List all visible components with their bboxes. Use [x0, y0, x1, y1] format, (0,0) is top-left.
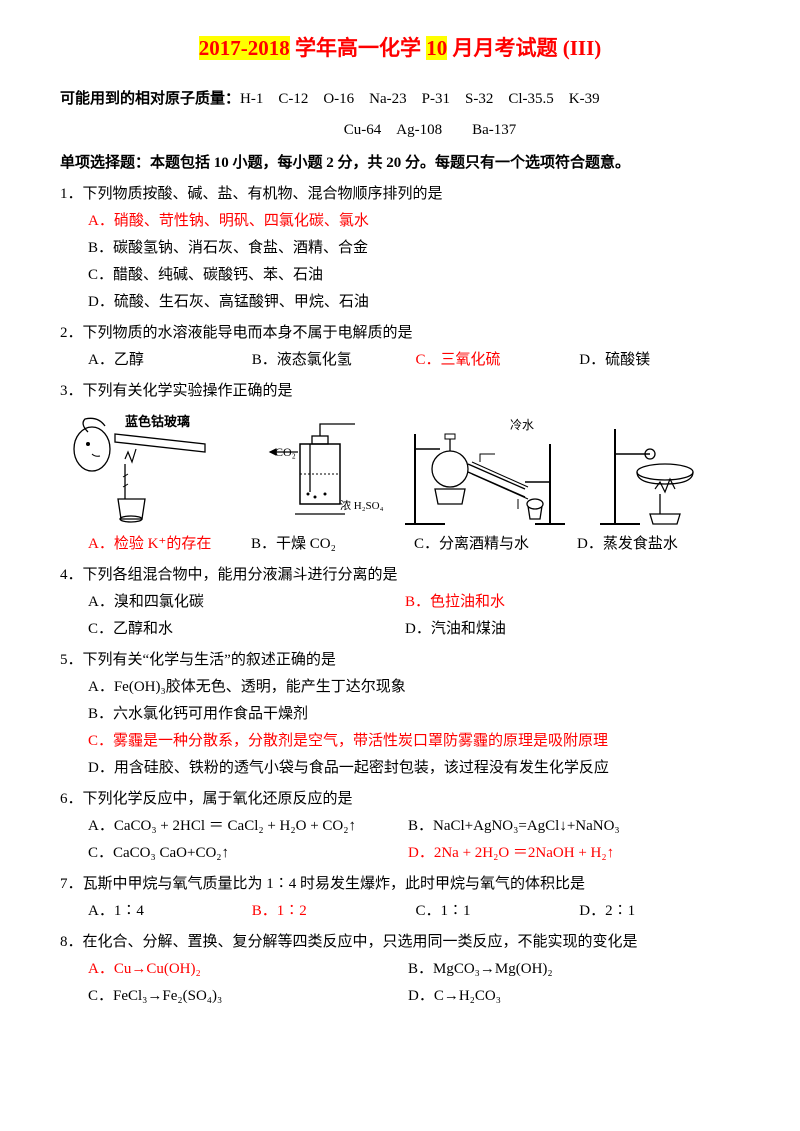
q5-opt-c: C．雾霾是一种分散系，分散剂是空气，带活性炭口罩防雾霾的原理是吸附原理 — [60, 728, 740, 755]
question-8: 8．在化合、分解、置换、复分解等四类反应中，只选用同一类反应，不能实现的变化是 … — [60, 929, 740, 1010]
title-mid2: 月月考试题 (III) — [447, 36, 601, 60]
question-2: 2．下列物质的水溶液能导电而本身不属于电解质的是 A．乙醇 B．液态氯化氢 C．… — [60, 320, 740, 374]
question-7: 7．瓦斯中甲烷与氧气质量比为 1∶4 时易发生爆炸，此时甲烷与氧气的体积比是 A… — [60, 871, 740, 925]
q6-opt-d: D．2Na + 2H₂O ＝2NaOH + H₂↑ — [408, 845, 614, 861]
q3-text: 3．下列有关化学实验操作正确的是 — [60, 378, 740, 405]
q6-opt-b: B．NaCl+AgNO₃=AgCl↓+NaNO₃ — [408, 818, 620, 834]
q3-img-c: 冷水 — [400, 414, 570, 529]
q3-images: 蓝色钴玻璃 CO₂ — [60, 411, 740, 529]
section-header: 单项选择题：本题包括 10 小题，每小题 2 分，共 20 分。每题只有一个选项… — [60, 150, 740, 177]
question-1: 1．下列物质按酸、碱、盐、有机物、混合物顺序排列的是 A．硝酸、苛性钠、明矾、四… — [60, 181, 740, 316]
q3-opt-b: B．干燥 CO₂ — [251, 531, 414, 558]
q8-opt-c: C．FeCl₃→Fe₂(SO₄)₃ — [88, 983, 408, 1010]
title-year-hl: 2017-2018 — [199, 36, 290, 60]
q6-text: 6．下列化学反应中，属于氧化还原反应的是 — [60, 786, 740, 813]
q2-opt-d: D．硫酸镁 — [579, 347, 739, 374]
q3-label-h2so4: 浓 H₂SO₄ — [340, 499, 384, 512]
title-month-hl: 10 — [426, 36, 447, 60]
q5-opt-b: B．六水氯化钙可用作食品干燥剂 — [60, 701, 740, 728]
q2-options: A．乙醇 B．液态氯化氢 C．三氧化硫 D．硫酸镁 — [60, 347, 740, 374]
q3-opt-a: A．检验 K⁺的存在 — [88, 531, 251, 558]
q2-opt-b: B．液态氯化氢 — [252, 347, 412, 374]
q1-text: 1．下列物质按酸、碱、盐、有机物、混合物顺序排列的是 — [60, 181, 740, 208]
q7-options: A．1∶4 B．1∶2 C．1∶1 D．2∶1 — [60, 898, 740, 925]
q7-opt-c: C．1∶1 — [416, 898, 576, 925]
q3-img-a: 蓝色钴玻璃 — [60, 414, 230, 529]
atomic-mass-line1: 可能用到的相对原子质量：H-1 C-12 O-16 Na-23 P-31 S-3… — [60, 86, 740, 113]
question-4: 4．下列各组混合物中，能用分液漏斗进行分离的是 A．溴和四氯化碳 B．色拉油和水… — [60, 562, 740, 643]
q4-opt-a: A．溴和四氯化碳 — [60, 589, 395, 616]
q4-text: 4．下列各组混合物中，能用分液漏斗进行分离的是 — [60, 562, 740, 589]
q8-opt-a: A．Cu→Cu(OH)₂ — [88, 956, 408, 983]
q5-text: 5．下列有关“化学与生活”的叙述正确的是 — [60, 647, 740, 674]
q7-opt-b: B．1∶2 — [252, 898, 412, 925]
q3-label-water: 冷水 — [510, 418, 534, 432]
q1-opt-d: D．硫酸、生石灰、高锰酸钾、甲烷、石油 — [60, 289, 740, 316]
q2-opt-c: C．三氧化硫 — [416, 347, 576, 374]
atomic-mass-line2: Cu-64 Ag-108 Ba-137 — [60, 117, 740, 144]
q6-opt-c: C．CaCO₃ CaO+CO₂↑ — [88, 840, 408, 867]
q4-opt-c: C．乙醇和水 — [60, 616, 395, 643]
question-6: 6．下列化学反应中，属于氧化还原反应的是 A．CaCO₃ + 2HCl ＝ Ca… — [60, 786, 740, 867]
q3-label-a: 蓝色钴玻璃 — [125, 414, 190, 429]
q2-opt-a: A．乙醇 — [88, 347, 248, 374]
q1-opt-c: C．醋酸、纯碱、碳酸钙、苯、石油 — [60, 262, 740, 289]
page-title: 2017-2018 学年高一化学 10 月月考试题 (III) — [60, 30, 740, 68]
q6-opt-a: A．CaCO₃ + 2HCl ＝ CaCl₂ + H₂O + CO₂↑ — [88, 813, 408, 840]
q1-opt-b: B．碳酸氢钠、消石灰、食盐、酒精、合金 — [60, 235, 740, 262]
q1-opt-a: A．硝酸、苛性钠、明矾、四氯化碳、氯水 — [60, 208, 740, 235]
q4-opt-b: B．色拉油和水 — [405, 589, 740, 616]
question-3: 3．下列有关化学实验操作正确的是 蓝色钴玻璃 CO₂ — [60, 378, 740, 558]
q3-captions: A．检验 K⁺的存在 B．干燥 CO₂ C．分离酒精与水 D．蒸发食盐水 — [60, 531, 740, 558]
q7-opt-a: A．1∶4 — [88, 898, 248, 925]
q3-img-b: CO₂ 浓 H₂SO₄ — [230, 414, 400, 529]
q3-img-d — [570, 414, 740, 529]
q8-opt-d: D．C→H₂CO₃ — [408, 988, 501, 1004]
q5-opt-a: A．Fe(OH)₃胶体无色、透明，能产生丁达尔现象 — [60, 674, 740, 701]
q3-opt-d: D．蒸发食盐水 — [577, 531, 740, 558]
q7-text: 7．瓦斯中甲烷与氧气质量比为 1∶4 时易发生爆炸，此时甲烷与氧气的体积比是 — [60, 871, 740, 898]
atomic-mass-prefix: 可能用到的相对原子质量： — [60, 91, 240, 107]
q7-opt-d: D．2∶1 — [579, 898, 739, 925]
q2-text: 2．下列物质的水溶液能导电而本身不属于电解质的是 — [60, 320, 740, 347]
q8-text: 8．在化合、分解、置换、复分解等四类反应中，只选用同一类反应，不能实现的变化是 — [60, 929, 740, 956]
q5-opt-d: D．用含硅胶、铁粉的透气小袋与食品一起密封包装，该过程没有发生化学反应 — [60, 755, 740, 782]
q4-opt-d: D．汽油和煤油 — [405, 616, 740, 643]
title-mid1: 学年高一化学 — [290, 36, 427, 60]
atomic-mass-values1: H-1 C-12 O-16 Na-23 P-31 S-32 Cl-35.5 K-… — [240, 91, 600, 107]
question-5: 5．下列有关“化学与生活”的叙述正确的是 A．Fe(OH)₃胶体无色、透明，能产… — [60, 647, 740, 782]
q3-opt-c: C．分离酒精与水 — [414, 531, 577, 558]
q8-opt-b: B．MgCO₃→Mg(OH)₂ — [408, 961, 553, 977]
